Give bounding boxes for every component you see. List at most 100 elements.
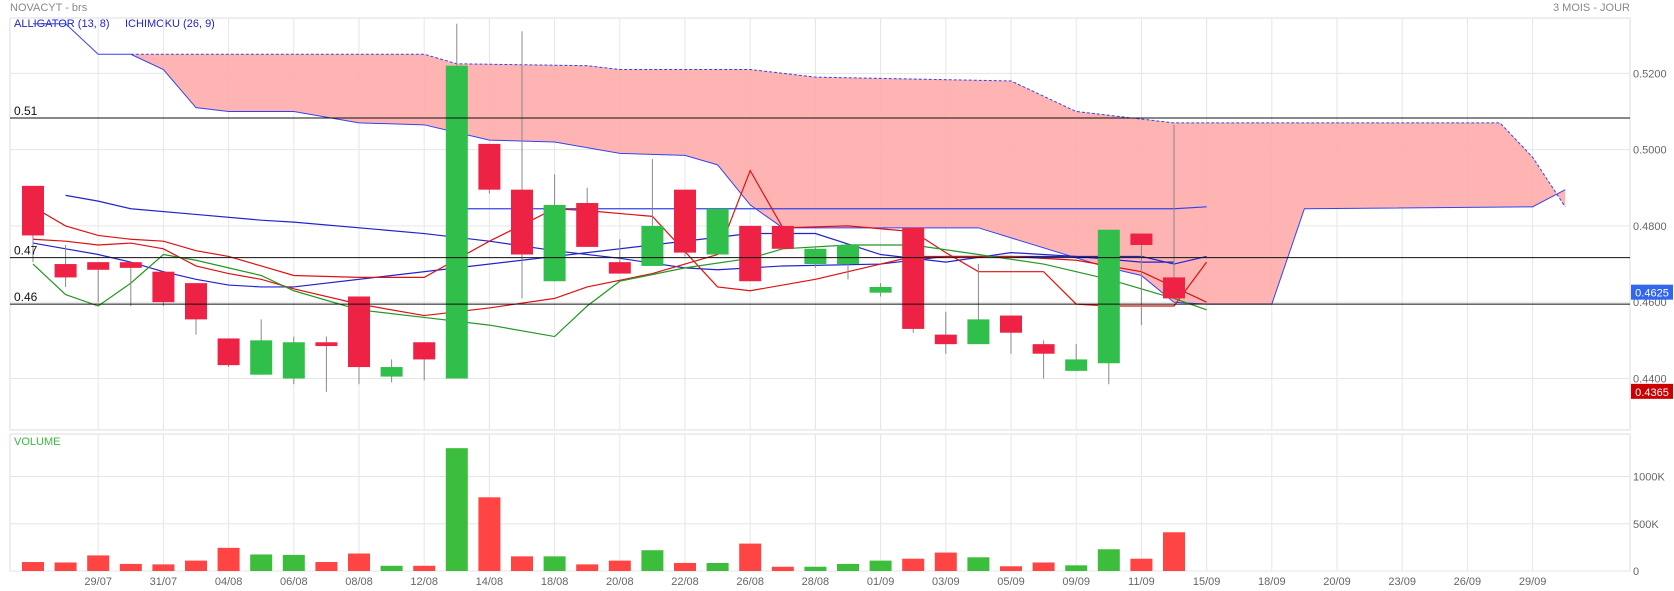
- candle-body: [1130, 233, 1153, 245]
- candle-body: [445, 65, 468, 379]
- candle-body: [1065, 359, 1088, 371]
- volume-bar: [543, 556, 566, 571]
- volume-bar: [1097, 549, 1120, 571]
- x-tick-label: 18/09: [1258, 576, 1286, 588]
- volume-bar: [152, 564, 175, 571]
- volume-bar: [674, 562, 696, 571]
- price-tick-label: 0.4400: [1633, 374, 1667, 386]
- volume-bar: [837, 563, 859, 571]
- candle-body: [1163, 277, 1185, 299]
- x-tick-label: 15/09: [1193, 576, 1221, 588]
- candle-body: [282, 342, 305, 379]
- volume-bar: [1000, 566, 1022, 571]
- volume-bar: [1032, 562, 1055, 571]
- x-tick-label: 01/09: [867, 576, 895, 588]
- candle-body: [511, 189, 533, 255]
- candle-body: [380, 367, 403, 377]
- volume-bar: [413, 565, 436, 571]
- candle-body: [119, 262, 142, 268]
- x-tick-label: 08/08: [345, 576, 373, 588]
- candle-body: [739, 225, 762, 282]
- price-badge: [1631, 284, 1673, 300]
- candle-body: [348, 296, 370, 368]
- candle-body: [1000, 315, 1022, 333]
- alligator-lips-line: [32, 244, 1207, 338]
- ichimoku-tenkan-line: [33, 23, 131, 55]
- volume-bar: [119, 563, 142, 571]
- candle-body: [315, 342, 338, 347]
- candle-body: [1097, 229, 1120, 364]
- volume-bar: [576, 564, 599, 571]
- candle-body: [152, 271, 175, 303]
- x-tick-label: 18/08: [541, 576, 569, 588]
- price-tick-label: 0.5000: [1633, 145, 1667, 157]
- volume-bar: [22, 562, 44, 571]
- candle-body: [250, 340, 273, 375]
- candle-body: [902, 227, 925, 329]
- volume-tick-label: 500K: [1633, 519, 1659, 531]
- x-tick-label: 20/09: [1323, 576, 1351, 588]
- candle-body: [185, 283, 207, 320]
- horizontal-level-label: 0.47: [14, 244, 38, 258]
- x-tick-label: 14/08: [476, 576, 504, 588]
- price-tick-label: 0.4600: [1633, 297, 1667, 309]
- volume-bar: [967, 557, 990, 571]
- x-tick-label: 28/08: [802, 576, 830, 588]
- x-tick-label: 29/07: [84, 576, 112, 588]
- alligator-red-line: [32, 169, 1208, 317]
- candle-body: [967, 319, 990, 345]
- price-badge: [1631, 383, 1673, 399]
- price-tick-label: 0.4800: [1633, 221, 1667, 233]
- volume-bar: [348, 553, 370, 571]
- x-tick-label: 09/09: [1062, 576, 1090, 588]
- candle-body: [771, 225, 794, 249]
- candle-body: [54, 264, 77, 278]
- volume-tick-label: 0: [1633, 566, 1639, 578]
- price-panel-frame: [9, 17, 1631, 431]
- volume-bar: [739, 543, 762, 571]
- volume-bar: [250, 554, 273, 571]
- candle-body: [413, 342, 436, 360]
- price-badge-label: 0.4625: [1635, 288, 1669, 300]
- candle-body: [217, 338, 240, 366]
- candle-body: [478, 143, 501, 190]
- volume-bar: [902, 558, 925, 571]
- x-tick-label: 22/08: [671, 576, 699, 588]
- x-tick-label: 31/07: [150, 576, 178, 588]
- volume-bar: [608, 560, 631, 571]
- candle-body: [1032, 344, 1055, 354]
- x-tick-label: 06/08: [280, 576, 308, 588]
- volume-panel-title: VOLUME: [14, 436, 61, 448]
- volume-bar: [511, 556, 533, 571]
- candle-body: [22, 185, 44, 236]
- candle-body: [576, 203, 599, 247]
- volume-bar: [185, 560, 207, 571]
- horizontal-level-label: 0.51: [14, 104, 38, 118]
- instrument-title: NOVACYT - brs: [10, 2, 88, 14]
- candle-body: [674, 189, 696, 253]
- x-tick-label: 05/09: [997, 576, 1025, 588]
- x-tick-label: 26/09: [1454, 576, 1482, 588]
- ichimoku-indicator-label[interactable]: ICHIMOKU (26, 9): [125, 18, 215, 30]
- x-tick-label: 12/08: [410, 576, 438, 588]
- price-badge-label: 0.4365: [1635, 387, 1669, 399]
- candle-body: [869, 286, 892, 293]
- x-tick-label: 29/09: [1519, 576, 1547, 588]
- candle-body: [934, 334, 957, 345]
- candle-body: [804, 248, 827, 265]
- volume-bar: [282, 554, 305, 571]
- period-label[interactable]: 3 MOIS - JOUR: [1552, 2, 1630, 14]
- x-tick-label: 23/09: [1388, 576, 1416, 588]
- x-tick-label: 26/08: [736, 576, 764, 588]
- volume-bar: [315, 562, 338, 571]
- price-tick-label: 0.5200: [1633, 68, 1667, 80]
- candle-body: [706, 208, 729, 255]
- candle-body: [608, 262, 631, 274]
- candle-body: [87, 262, 110, 270]
- x-tick-label: 20/08: [606, 576, 634, 588]
- volume-tick-label: 1000K: [1633, 472, 1665, 484]
- volume-bar: [771, 566, 794, 571]
- x-tick-label: 11/09: [1128, 576, 1155, 588]
- volume-bar: [445, 448, 468, 571]
